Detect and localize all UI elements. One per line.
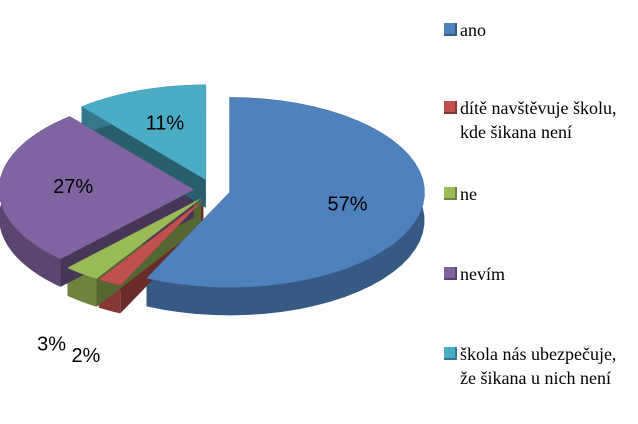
legend-item: ano — [444, 18, 634, 42]
legend-swatch — [444, 347, 457, 360]
slice — [98, 199, 204, 286]
slice — [66, 198, 202, 280]
legend-label: ano — [460, 20, 486, 40]
legend-label: dítě navštěvuje školu, kde šikana není — [460, 98, 617, 142]
data-label: 57% — [328, 193, 368, 215]
legend-label: škola nás ubezpečuje, že šikana u nich n… — [460, 344, 617, 388]
legend-swatch — [444, 23, 457, 36]
data-label: 27% — [53, 176, 93, 198]
data-label: 2% — [71, 345, 100, 367]
chart: 57% 2%3% 27% 11% — [0, 84, 425, 367]
slice — [0, 116, 195, 260]
legend-swatch — [444, 101, 457, 114]
legend-item: nevím — [444, 262, 634, 286]
data-label: 11% — [146, 113, 185, 135]
slice — [81, 84, 207, 181]
legend-item: škola nás ubezpečuje, že šikana u nich n… — [444, 342, 634, 390]
legend-item: dítě navštěvuje školu, kde šikana není — [444, 96, 634, 144]
legend-label: nevím — [460, 264, 505, 284]
legend-swatch — [444, 187, 457, 200]
legend-swatch — [444, 267, 457, 280]
slice — [146, 97, 425, 288]
legend-item: ne — [444, 182, 634, 206]
slice-side — [146, 97, 425, 316]
legend-label: ne — [460, 184, 477, 204]
data-label: 3% — [37, 334, 66, 356]
